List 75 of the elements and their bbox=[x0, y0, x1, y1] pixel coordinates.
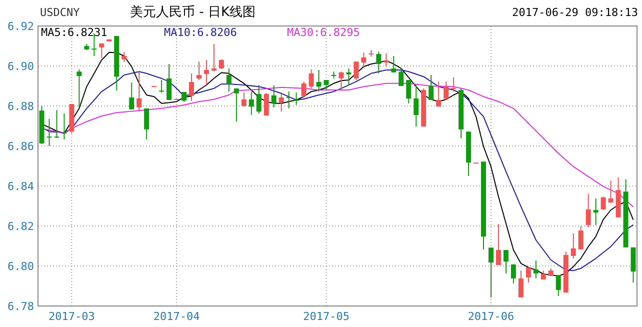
candlestick bbox=[159, 80, 164, 94]
candlestick bbox=[278, 94, 284, 112]
candlestick bbox=[608, 180, 614, 204]
candlestick bbox=[211, 44, 216, 72]
candlestick bbox=[428, 74, 434, 100]
candlestick bbox=[436, 81, 442, 108]
y-tick-label: 6.82 bbox=[8, 220, 34, 233]
candlestick bbox=[346, 68, 352, 86]
candlestick bbox=[196, 61, 202, 80]
candlestick bbox=[204, 60, 209, 86]
candlestick bbox=[406, 80, 412, 104]
legend: MA5:6.8231 MA10:6.8206 MA30:6.8295 bbox=[41, 26, 360, 39]
candlestick bbox=[256, 84, 262, 114]
candlestick bbox=[308, 68, 314, 89]
y-tick-label: 6.80 bbox=[8, 260, 34, 273]
x-tick-label: 2017-04 bbox=[153, 310, 200, 323]
chart-title: 美元人民币 - 日K线图 bbox=[130, 4, 256, 20]
candlestick bbox=[376, 51, 382, 74]
candlestick bbox=[62, 112, 67, 140]
candlestick bbox=[526, 266, 531, 284]
x-tick-label: 2017-05 bbox=[303, 310, 350, 323]
candlestick bbox=[301, 81, 306, 98]
candlestick bbox=[414, 84, 419, 128]
candlestick bbox=[518, 270, 524, 298]
candlestick bbox=[271, 84, 276, 108]
candlestick bbox=[533, 260, 538, 279]
y-tick-label: 6.92 bbox=[8, 20, 34, 33]
candlestick bbox=[354, 61, 359, 80]
candlestick bbox=[586, 194, 591, 228]
y-tick-label: 6.90 bbox=[8, 60, 34, 73]
candlestick bbox=[294, 92, 299, 106]
candlestick bbox=[556, 274, 561, 296]
candlestick bbox=[316, 70, 322, 92]
y-tick-label: 6.84 bbox=[8, 180, 34, 193]
candlestick bbox=[496, 224, 501, 266]
candlestick bbox=[488, 247, 494, 298]
candlestick bbox=[144, 108, 150, 140]
y-tick-label: 6.78 bbox=[8, 300, 34, 313]
candlestick bbox=[510, 264, 516, 284]
candlestick bbox=[593, 198, 598, 226]
candlestick bbox=[398, 68, 404, 86]
y-tick-label: 6.88 bbox=[8, 100, 34, 113]
candlestick bbox=[384, 52, 389, 68]
candlestick bbox=[46, 118, 52, 146]
candlestick bbox=[188, 72, 194, 102]
candlestick bbox=[234, 88, 239, 122]
text: 2017-06-29 09:18:13 bbox=[512, 6, 638, 19]
candlestick bbox=[182, 92, 187, 102]
x-tick-label: 2017-03 bbox=[48, 310, 95, 323]
candlestick bbox=[578, 226, 584, 250]
candlestick bbox=[264, 92, 269, 116]
candlestick bbox=[570, 232, 576, 259]
candlestick bbox=[226, 68, 232, 92]
candlestick bbox=[444, 81, 449, 100]
candlestick bbox=[286, 91, 292, 109]
candlestick bbox=[129, 82, 134, 110]
y-tick-label: 6.86 bbox=[8, 140, 34, 153]
candlestick bbox=[248, 91, 254, 116]
candlestick bbox=[136, 71, 142, 112]
candlestick bbox=[76, 68, 82, 108]
candlestick bbox=[218, 58, 224, 70]
candlestick bbox=[503, 250, 508, 274]
candlestick bbox=[54, 110, 60, 138]
candlestick bbox=[166, 64, 172, 100]
candlestick bbox=[391, 56, 396, 73]
candlestick bbox=[361, 52, 366, 69]
candlestick bbox=[451, 76, 456, 92]
candlestick bbox=[122, 52, 127, 62]
candlestick bbox=[600, 196, 606, 210]
x-tick-label: 2017-06 bbox=[468, 310, 514, 323]
text: USDCNY bbox=[40, 6, 80, 19]
candlestick bbox=[324, 80, 329, 90]
candlestick bbox=[338, 71, 344, 90]
candlestick bbox=[241, 92, 246, 108]
candlestick bbox=[99, 42, 104, 58]
